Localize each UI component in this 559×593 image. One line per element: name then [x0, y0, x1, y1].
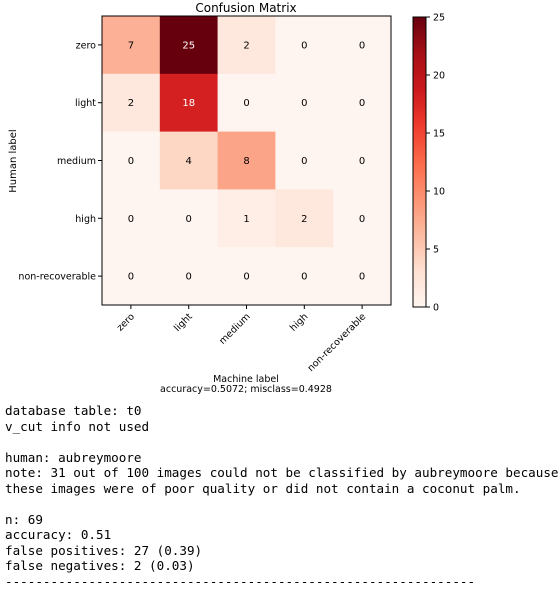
cell-value: 1	[243, 214, 249, 225]
colorbar	[412, 16, 427, 308]
confusion-matrix-chart: Confusion Matrix Human label 7 25 2 0 02 18 0 0…	[8, 1, 445, 395]
heatmap-cell	[102, 16, 161, 75]
cell-value: 0	[186, 214, 192, 225]
heatmap-cell	[333, 189, 392, 248]
cell-value: 0	[128, 156, 134, 167]
colorbar-tick-label: 25	[433, 13, 445, 24]
heatmap-cell-values: 7 25 2 0 0 2 18 0 0 0 0 4 8 0 0 0 0 1 2 0 0 0 0 0 0	[128, 40, 366, 282]
output-line: v_cut info not used	[5, 418, 150, 434]
heatmap-cell	[217, 131, 276, 190]
heatmap-cell	[217, 247, 276, 306]
heatmap-cell	[333, 131, 392, 190]
heatmap-cell	[275, 189, 334, 248]
heatmap-cell	[102, 73, 161, 133]
colorbar-tick-label: 0	[433, 303, 439, 314]
x-axis-label: Machine label	[213, 374, 279, 385]
heatmap-cell	[333, 73, 392, 133]
cell-value: 0	[359, 98, 365, 109]
cell-value: 0	[359, 156, 365, 167]
output-line	[5, 496, 559, 512]
notebook-output-text: database table: t0 v_cut info not used hum…	[5, 403, 559, 589]
x-tick-label: medium	[217, 311, 252, 346]
y-tick-label: medium	[57, 156, 96, 167]
output-line: false positives: 27 (0.39)	[5, 542, 203, 558]
colorbar-ticks: 0 5 10 15 20 25	[426, 13, 445, 314]
heatmap-cell	[159, 189, 219, 248]
output-line: note: 31 out of 100 images could not be …	[5, 465, 559, 480]
cell-value: 0	[128, 272, 134, 283]
heatmap-cell	[102, 247, 161, 306]
y-tick-label: non-recoverable	[18, 272, 96, 283]
output-line: human: aubreymoore	[5, 449, 142, 465]
heatmap-cell	[159, 16, 219, 75]
x-tick-label: zero	[115, 311, 137, 333]
heatmap-cell	[217, 16, 276, 75]
heatmap-cell	[275, 73, 334, 133]
heatmap-cell	[275, 131, 334, 190]
y-axis-ticks: zero light medium high non-recoverable	[18, 40, 102, 283]
cell-value: 0	[128, 214, 134, 225]
heatmap-cell	[217, 73, 276, 133]
output-line: these images were of poor quality or did…	[5, 480, 521, 496]
cell-value: 0	[301, 40, 307, 51]
heatmap-cell	[159, 247, 219, 306]
cell-value: 4	[186, 156, 192, 167]
output-line: n: 69	[5, 511, 43, 527]
cell-value: 0	[243, 98, 249, 109]
cell-value: 0	[301, 98, 307, 109]
heatmap-cell	[102, 189, 161, 248]
cell-value: 25	[182, 40, 195, 51]
y-tick-label: zero	[76, 40, 97, 51]
chart-title: Confusion Matrix	[195, 1, 296, 15]
cell-value: 0	[359, 40, 365, 51]
heatmap-cell	[159, 73, 219, 133]
cell-value: 0	[301, 272, 307, 283]
x-axis-sublabel: accuracy=0.5072; misclass=0.4928	[160, 384, 332, 395]
cell-value: 2	[243, 40, 249, 51]
cell-value: 0	[186, 272, 192, 283]
cell-value: 0	[359, 272, 365, 283]
colorbar-tick-label: 15	[433, 129, 445, 140]
heatmap-cell	[275, 16, 334, 75]
cell-value: 8	[243, 156, 249, 167]
y-tick-label: light	[75, 98, 96, 109]
heatmap-cell	[333, 16, 392, 75]
cell-value: 2	[128, 98, 134, 109]
output-line	[5, 434, 559, 450]
y-axis-label: Human label	[8, 129, 19, 192]
colorbar-tick-label: 20	[433, 71, 445, 82]
cell-value: 0	[301, 156, 307, 167]
heatmap-cell	[217, 189, 276, 248]
cell-value: 2	[301, 214, 307, 225]
cell-value: 7	[128, 40, 134, 51]
cell-value: 18	[182, 98, 195, 109]
output-line: accuracy: 0.51	[5, 527, 112, 542]
heatmap-cell	[275, 247, 334, 306]
cell-value: 0	[243, 272, 249, 283]
heatmap-cells	[102, 16, 392, 306]
heatmap-cell	[333, 247, 392, 306]
output-line: ----------------------------------------…	[5, 573, 476, 589]
cell-value: 0	[359, 214, 365, 225]
x-tick-label: light	[172, 311, 195, 334]
colorbar-tick-label: 10	[433, 187, 445, 198]
y-tick-label: high	[75, 214, 96, 225]
x-tick-label: high	[288, 311, 310, 333]
colorbar-tick-label: 5	[433, 245, 439, 256]
output-line: false negatives: 2 (0.03)	[5, 558, 195, 573]
output-line: database table: t0	[5, 403, 142, 418]
heatmap-cell	[102, 131, 161, 190]
heatmap-cell	[159, 131, 219, 190]
x-tick-label: non-recoverable	[306, 311, 369, 374]
